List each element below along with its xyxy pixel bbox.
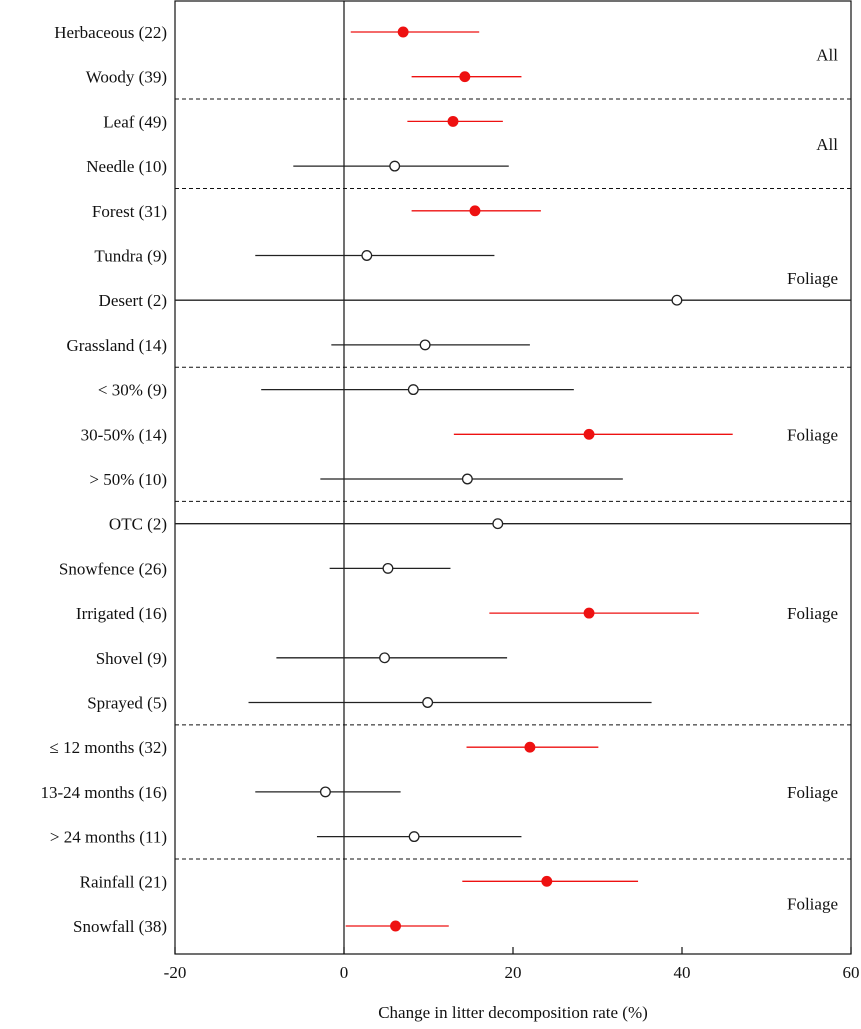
category-label-12: Snowfence (26) bbox=[59, 559, 167, 578]
mean-point-20 bbox=[390, 920, 401, 932]
category-label-11: OTC (2) bbox=[109, 515, 167, 534]
mean-point-10 bbox=[461, 473, 473, 485]
category-label-8: < 30% (9) bbox=[98, 381, 167, 400]
category-label-17: 13-24 months (16) bbox=[40, 783, 167, 802]
category-label-14: Shovel (9) bbox=[96, 649, 167, 668]
mean-point-15 bbox=[422, 697, 434, 708]
x-tick-label-2: 20 bbox=[505, 963, 522, 982]
category-label-10: > 50% (10) bbox=[89, 470, 167, 489]
group-label-1: All bbox=[816, 135, 838, 154]
category-label-16: ≤ 12 months (32) bbox=[50, 738, 167, 757]
group-label-0: All bbox=[816, 45, 838, 64]
category-label-2: Leaf (49) bbox=[103, 112, 167, 131]
category-label-15: Sprayed (5) bbox=[87, 694, 167, 713]
mean-point-9 bbox=[583, 428, 595, 440]
mean-point-13 bbox=[583, 607, 595, 619]
x-axis-title: Change in litter decomposition rate (%) bbox=[378, 1003, 648, 1022]
confidence-intervals bbox=[175, 31, 851, 927]
group-separators bbox=[175, 98, 851, 860]
category-label-20: Snowfall (38) bbox=[73, 917, 167, 936]
mean-points bbox=[319, 26, 683, 932]
mean-point-8 bbox=[407, 384, 419, 396]
category-label-3: Needle (10) bbox=[86, 157, 167, 176]
mean-point-1 bbox=[459, 71, 471, 83]
group-label-4: Foliage bbox=[787, 604, 838, 623]
mean-point-17 bbox=[319, 786, 331, 798]
category-label-0: Herbaceous (22) bbox=[54, 23, 167, 42]
category-label-5: Tundra (9) bbox=[94, 247, 167, 266]
group-label-6: Foliage bbox=[787, 895, 838, 914]
mean-point-19 bbox=[541, 875, 553, 887]
mean-point-11 bbox=[492, 518, 504, 530]
category-label-9: 30-50% (14) bbox=[81, 425, 167, 444]
mean-point-0 bbox=[397, 26, 409, 38]
category-label-1: Woody (39) bbox=[86, 68, 167, 87]
group-label-2: Foliage bbox=[787, 269, 838, 288]
category-label-6: Desert (2) bbox=[99, 291, 167, 310]
mean-point-16 bbox=[524, 741, 536, 753]
category-label-4: Forest (31) bbox=[92, 202, 167, 221]
x-tick-label-0: -20 bbox=[164, 963, 187, 982]
group-labels: All All Foliage Foliage Foliage Foliage Foliag… bbox=[787, 45, 838, 913]
mean-point-7 bbox=[419, 339, 431, 351]
category-label-13: Irrigated (16) bbox=[76, 604, 167, 623]
mean-point-4 bbox=[469, 205, 481, 217]
group-label-3: Foliage bbox=[787, 425, 838, 444]
mean-point-3 bbox=[389, 160, 401, 172]
plot-frame bbox=[174, 0, 852, 955]
mean-point-14 bbox=[379, 652, 391, 664]
category-labels: Herbaceous (22) Woody (39) Leaf (49) Needle… bbox=[40, 23, 167, 936]
mean-point-2 bbox=[447, 115, 459, 127]
x-tick-label-3: 40 bbox=[674, 963, 691, 982]
category-label-19: Rainfall (21) bbox=[80, 872, 167, 891]
x-axis: -20 0 20 40 60 bbox=[164, 947, 860, 982]
mean-point-6 bbox=[671, 294, 683, 306]
group-label-5: Foliage bbox=[787, 783, 838, 802]
mean-point-18 bbox=[408, 831, 420, 843]
x-tick-label-4: 60 bbox=[843, 963, 860, 982]
mean-point-5 bbox=[361, 250, 373, 261]
category-label-7: Grassland (14) bbox=[66, 336, 167, 355]
mean-point-12 bbox=[382, 562, 394, 574]
x-tick-label-1: 0 bbox=[340, 963, 349, 982]
category-label-18: > 24 months (11) bbox=[50, 828, 167, 847]
